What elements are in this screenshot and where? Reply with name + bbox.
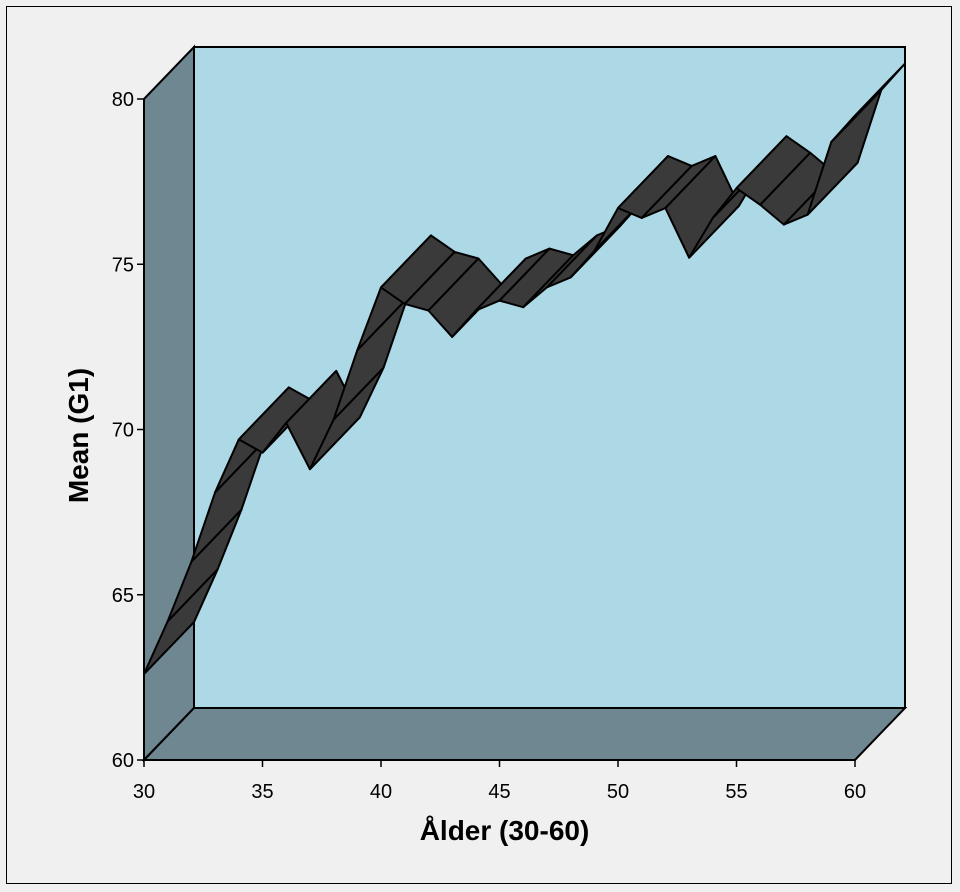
floor — [141, 707, 908, 761]
ribbon-segment — [830, 62, 906, 143]
y-tick-label: 80 — [112, 89, 134, 111]
x-tick-label: 60 — [844, 781, 866, 803]
y-tick-label: 70 — [112, 420, 134, 442]
x-tick-label: 45 — [488, 781, 510, 803]
axes: 30 35 40 45 50 55 60 60 65 70 75 80 — [112, 89, 866, 803]
x-tick-label: 50 — [607, 781, 629, 803]
x-tick-label: 30 — [133, 781, 155, 803]
x-tick-label: 40 — [370, 781, 392, 803]
y-tick-label: 60 — [112, 750, 134, 772]
y-tick-label: 75 — [112, 254, 134, 276]
x-tick-label: 35 — [251, 781, 273, 803]
x-axis-title: Ålder (30-60) — [420, 815, 590, 846]
series-ribbon — [143, 62, 906, 676]
y-tick-label: 65 — [112, 585, 134, 607]
x-tick-label: 55 — [725, 781, 747, 803]
left-wall — [143, 44, 195, 763]
y-axis-title: Mean (G1) — [63, 368, 94, 503]
